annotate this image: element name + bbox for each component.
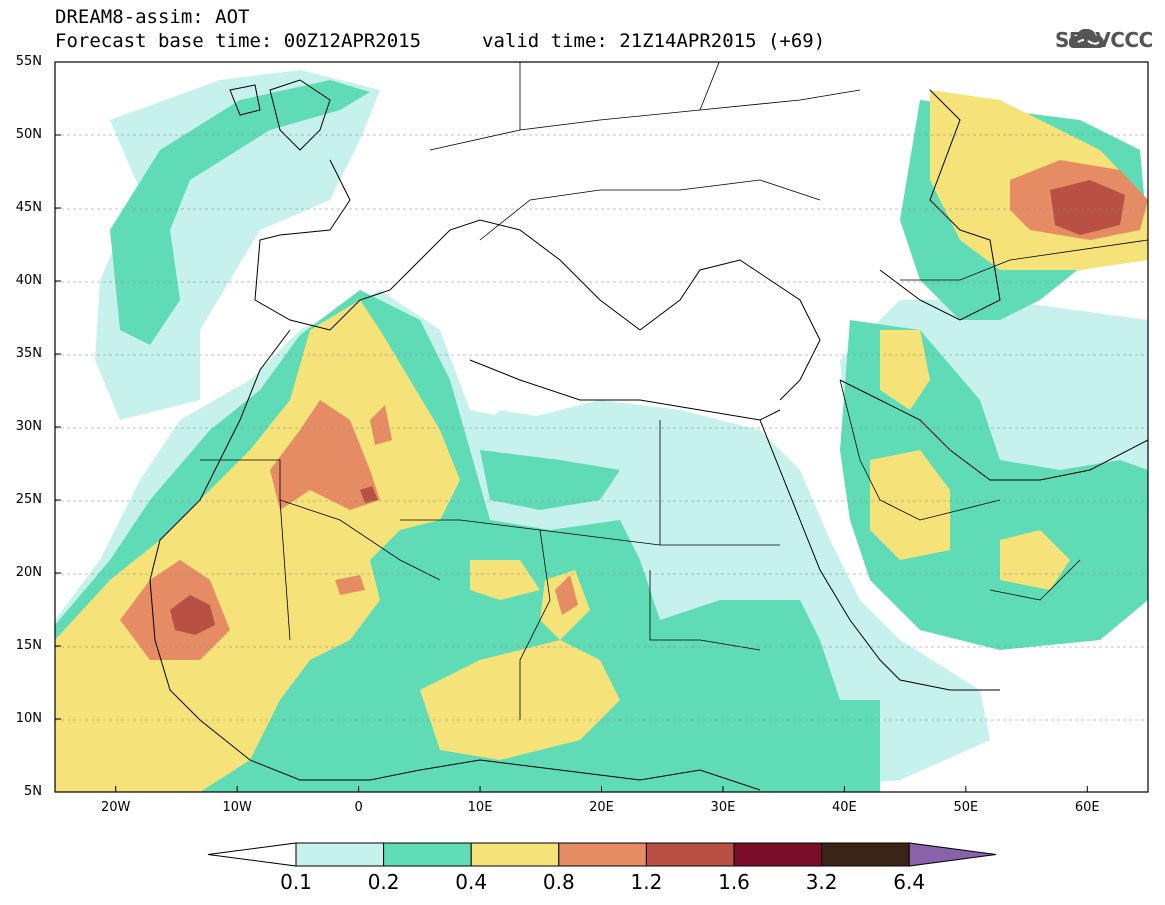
lat-tick-label: 5N xyxy=(24,784,42,799)
aot-contour-1.2 xyxy=(170,180,1125,635)
colorbar-label: 1.2 xyxy=(630,870,663,894)
lat-tick-label: 30N xyxy=(15,419,42,434)
lon-tick-label: 0 xyxy=(354,800,363,815)
gridlines xyxy=(55,134,1148,721)
cloud-icon xyxy=(1068,28,1105,48)
colorbar-box xyxy=(558,842,647,867)
lat-tick-label: 45N xyxy=(15,200,42,215)
lon-tick-label: 20W xyxy=(101,800,131,815)
colorbar-under-triangle xyxy=(207,842,297,867)
colorbar-box xyxy=(645,842,735,867)
colorbar-label: 0.1 xyxy=(280,870,312,894)
colorbar-label: 0.8 xyxy=(542,870,575,894)
lon-tick-label: 30E xyxy=(710,800,736,815)
lat-tick-label: 40N xyxy=(15,273,42,288)
lat-tick-label: 10N xyxy=(15,711,42,726)
lat-tick-label: 15N xyxy=(15,638,42,653)
lat-tick-label: 35N xyxy=(15,346,42,361)
colorbar-box xyxy=(383,842,472,867)
forecast-base-time: Forecast base time: 00Z12APR2015 xyxy=(55,30,422,52)
colorbar-label: 0.4 xyxy=(455,870,488,894)
axis-ticks xyxy=(55,61,1088,793)
colorbar-label: 6.4 xyxy=(893,870,926,894)
lon-tick-label: 10W xyxy=(222,800,252,815)
lon-tick-label: 10E xyxy=(467,800,493,815)
lat-tick-label: 50N xyxy=(15,127,42,142)
lon-tick-label: 40E xyxy=(831,800,857,815)
colorbar-label: 1.6 xyxy=(718,870,750,894)
country-borders xyxy=(200,62,1148,720)
colorbar-box xyxy=(733,842,823,867)
lat-tick-label: 20N xyxy=(15,565,42,580)
colorbar-over-triangle xyxy=(908,842,997,867)
lon-tick-label: 20E xyxy=(589,800,614,815)
lat-tick-label: 55N xyxy=(15,54,42,69)
valid-time: valid time: 21Z14APR2015 (+69) xyxy=(482,30,826,52)
colorbar-box xyxy=(821,842,910,867)
map-title: DREAM8-assim: AOT xyxy=(55,6,250,28)
lon-tick-label: 50E xyxy=(953,800,979,815)
colorbar-label: 0.2 xyxy=(367,870,400,894)
colorbar-box xyxy=(295,842,385,867)
colorbar-label: 3.2 xyxy=(805,870,838,894)
lon-tick-label: 60E xyxy=(1074,800,1100,815)
lat-tick-label: 25N xyxy=(15,492,42,507)
colorbar-box xyxy=(470,842,560,867)
seevccc-logo: SEEVCCC xyxy=(1055,28,1153,52)
